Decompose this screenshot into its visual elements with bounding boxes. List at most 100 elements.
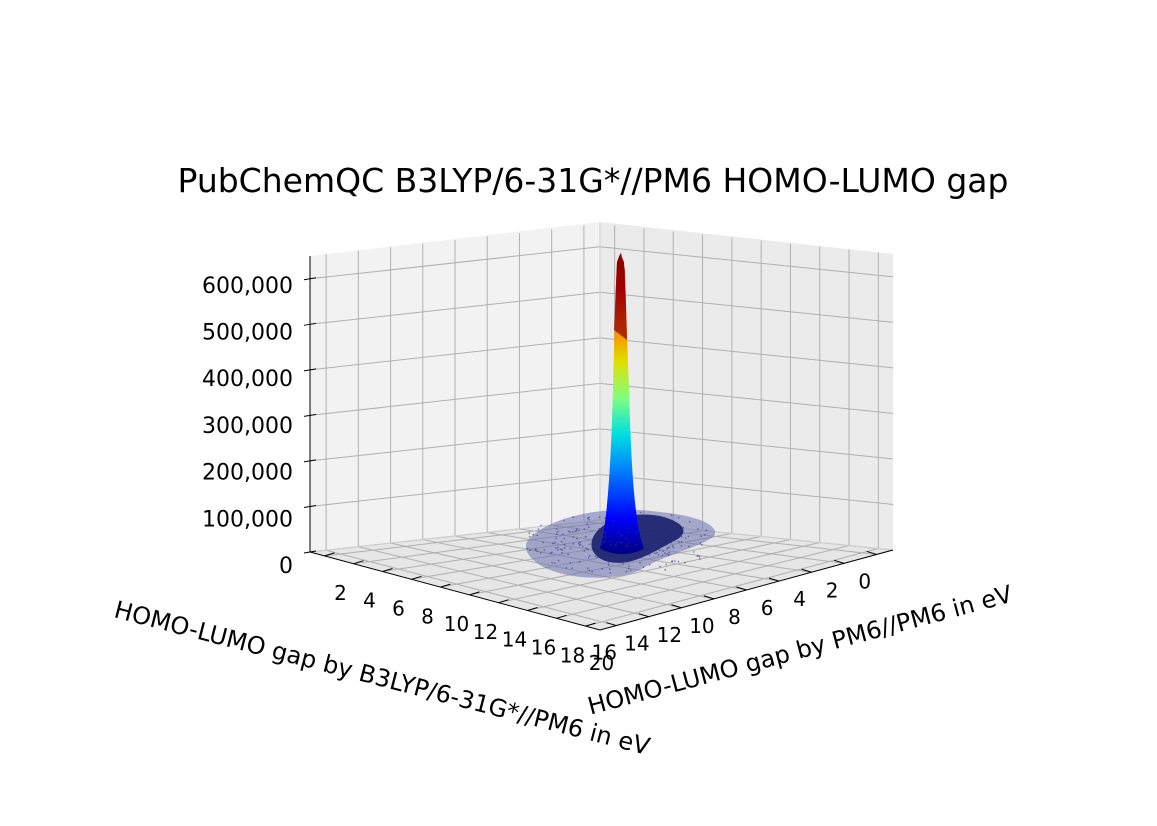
- scatter-dot: [649, 550, 652, 552]
- scatter-dot: [609, 539, 612, 542]
- z-tick-label: 300,000: [202, 414, 293, 439]
- scatter-dot: [569, 547, 572, 550]
- y-tick-label: 14: [624, 632, 649, 656]
- y-tick-mark: [801, 568, 812, 573]
- scatter-dot: [663, 552, 666, 555]
- scatter-dot: [627, 527, 630, 530]
- scatter-dot: [594, 535, 597, 538]
- x-tick-mark: [585, 622, 596, 627]
- scatter-dot: [586, 567, 589, 570]
- y-tick-label: 8: [728, 605, 741, 629]
- y-tick-label: 2: [826, 578, 839, 602]
- scatter-dot: [574, 530, 577, 533]
- scatter-dot: [612, 520, 615, 523]
- scatter-dot: [639, 536, 641, 538]
- scatter-dot: [677, 516, 680, 519]
- scatter-dot: [526, 547, 529, 550]
- scatter-dot: [581, 545, 584, 548]
- x-axis-line: [309, 551, 601, 631]
- scatter-dot: [563, 537, 566, 540]
- scatter-dot: [607, 564, 610, 566]
- scatter-dot: [697, 554, 699, 557]
- grid-z-right: [599, 246, 894, 278]
- x-tick-label: 20: [589, 651, 614, 675]
- scatter-dot: [651, 547, 653, 550]
- scatter-dot: [561, 552, 563, 554]
- scatter-dot: [563, 543, 566, 546]
- scatter-dot: [666, 547, 668, 550]
- scatter-dot: [629, 569, 632, 572]
- x-tick-mark: [498, 599, 509, 604]
- scatter-dot: [591, 570, 594, 573]
- scatter-dot: [594, 555, 597, 558]
- scatter-dot: [617, 516, 620, 519]
- scatter-dot: [662, 550, 664, 552]
- x-tick-label: 8: [421, 604, 434, 628]
- scatter-dot: [588, 554, 591, 557]
- scatter-dot: [672, 527, 675, 529]
- scatter-dot: [621, 533, 623, 536]
- scatter-dot: [617, 531, 620, 534]
- grid-z-right: [599, 337, 894, 369]
- scatter-dot: [654, 552, 656, 555]
- scatter-dot: [656, 551, 658, 554]
- scatter-dot: [620, 541, 623, 544]
- scatter-dot: [638, 515, 641, 518]
- scatter-dot: [671, 560, 674, 563]
- scatter-dot: [613, 544, 616, 547]
- scatter-dot: [576, 528, 578, 531]
- scatter-dot: [665, 536, 668, 539]
- scatter-dot: [625, 545, 628, 547]
- x-tick-mark: [527, 607, 538, 611]
- scatter-dot: [677, 560, 680, 563]
- scatter-dot: [698, 555, 701, 558]
- scatter-dot: [596, 541, 599, 544]
- z-axis: 0 100,000 200,000 300,000 400,000 500,000 600,…: [202, 256, 317, 579]
- scatter-dot: [625, 570, 628, 573]
- scatter-dot: [672, 546, 675, 549]
- scatter-dot: [700, 544, 703, 546]
- scatter-dot: [665, 519, 668, 521]
- scatter-dot: [648, 554, 651, 556]
- scatter-dot: [655, 517, 658, 520]
- scatter-dot: [639, 561, 641, 564]
- scatter-dot: [637, 555, 639, 558]
- histogram-surface: [525, 252, 716, 578]
- scatter-dot: [601, 568, 604, 570]
- z-tick-label: 600,000: [202, 274, 293, 299]
- scatter-dot: [551, 562, 553, 564]
- scatter-dot: [665, 563, 668, 566]
- scatter-dot: [666, 553, 668, 555]
- peak-column: [600, 254, 644, 554]
- scatter-dot: [559, 548, 562, 551]
- scatter-dot: [532, 533, 535, 536]
- scatter-dot: [603, 539, 606, 542]
- scatter-dot: [670, 514, 673, 517]
- scatter-dot: [588, 518, 591, 521]
- scatter-dot: [680, 535, 683, 538]
- scatter-dot: [554, 562, 556, 565]
- scatter-dot: [539, 551, 542, 554]
- scatter-dot: [635, 531, 638, 533]
- y-tick-mark: [736, 586, 747, 591]
- scatter-dot: [699, 542, 702, 545]
- grid-z-right: [599, 382, 894, 414]
- scatter-dot: [560, 540, 563, 543]
- x-tick-label: 12: [473, 620, 498, 644]
- y-tick-mark: [834, 559, 845, 564]
- scatter-dot: [598, 516, 601, 518]
- scatter-dot: [557, 548, 559, 551]
- y-tick-label: 12: [657, 623, 682, 647]
- scatter-dot: [687, 545, 690, 548]
- scatter-dot: [680, 544, 683, 547]
- z-tick-mark: [303, 277, 317, 281]
- scatter-dot: [684, 561, 686, 564]
- scatter-dot: [654, 535, 657, 538]
- scatter-dot: [661, 554, 664, 557]
- scatter-dot: [624, 556, 627, 559]
- y-tick-mark: [606, 622, 617, 627]
- scatter-dot: [598, 527, 600, 530]
- scatter-dot: [648, 563, 651, 566]
- scatter-dot: [630, 559, 633, 561]
- scatter-dot: [642, 566, 645, 569]
